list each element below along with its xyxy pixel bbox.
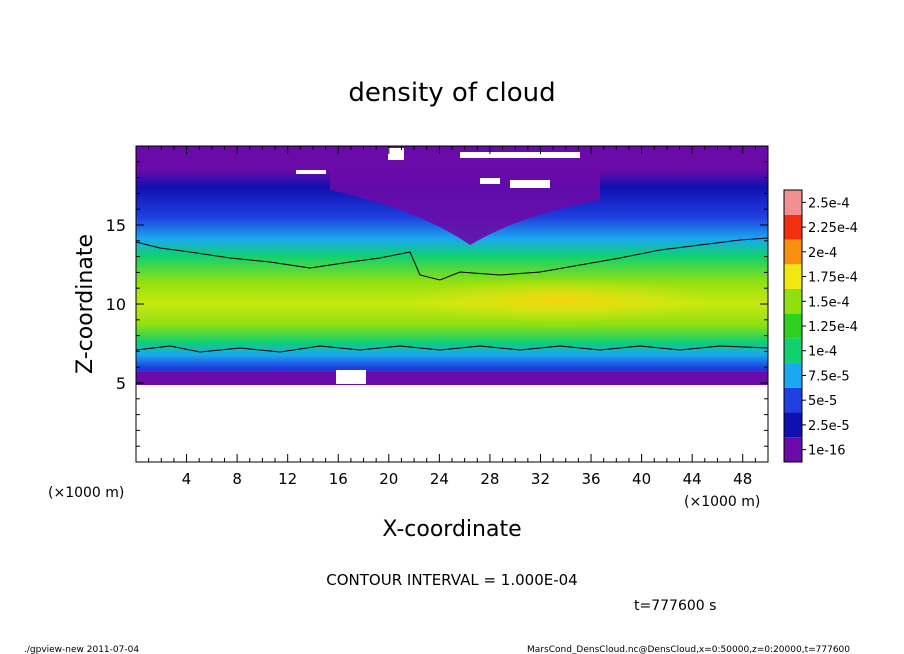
colorbar-swatch [784,437,802,462]
x-tick-label: 48 [733,470,752,488]
central-dip-region [330,146,600,245]
x-unit-left: (×1000 m) [48,485,124,501]
colorbar-label: 1.5e-4 [808,295,850,310]
footer-left: ./gpview-new 2011-07-04 [24,645,139,654]
y-tick-label: 5 [116,374,126,393]
x-tick-label: 28 [480,470,499,488]
colorbar-swatch [784,387,802,413]
colorbar-label: 1e-4 [808,345,837,360]
x-tick-label: 8 [232,470,242,488]
colorbar-swatch [784,190,802,215]
contour-interval-text: CONTOUR INTERVAL = 1.000E-04 [326,571,577,589]
y-tick-label: 15 [106,216,126,235]
contour-upper [136,237,768,281]
y-tick-label: 10 [106,295,126,314]
colorbar-label: 2.5e-5 [808,419,850,434]
snow-gaps [296,148,580,384]
y-axis: 5 10 15 [106,161,768,447]
x-tick-label: 44 [683,470,702,488]
colorbar: 1e-16 2.5e-5 5e-5 7.5e-5 1e-4 1.25e-4 1.5e-4 1.… [783,189,858,463]
colorbar-label: 5e-5 [808,394,837,409]
x-tick-label: 32 [531,470,550,488]
colorbar-label: 2e-4 [808,246,837,261]
y-axis-label: Z-coordinate [73,234,98,374]
x-axis-label: X-coordinate [382,517,521,542]
colorbar-label: 2.5e-4 [808,196,850,211]
colorbar-swatch [784,264,802,289]
plot-area [136,146,768,462]
x-tick-label: 20 [379,470,398,488]
colorbar-label: 2.25e-4 [808,221,858,236]
x-unit-right: (×1000 m) [684,494,760,510]
footer-right: MarsCond_DensCloud.nc@DensCloud,x=0:5000… [527,645,850,654]
x-tick-label: 24 [430,470,449,488]
x-tick-label: 12 [278,470,297,488]
colorbar-swatch [784,412,802,438]
x-axis: 4 8 12 16 20 24 28 32 36 40 44 48 [148,146,756,488]
x-tick-label: 40 [632,470,651,488]
colorbar-swatch [784,239,802,265]
colorbar-swatch [784,363,802,388]
cloud-base-purple [136,372,768,384]
colorbar-swatch [784,288,802,314]
x-tick-label: 4 [182,470,192,488]
colorbar-swatch [784,313,802,339]
colorbar-label: 1.75e-4 [808,271,858,286]
contour-lower [136,345,768,353]
colorbar-label: 1e-16 [808,444,846,459]
colorbar-label: 7.5e-5 [808,369,850,384]
chart-title: density of cloud [348,78,555,108]
time-text: t=777600 s [634,598,716,614]
colorbar-swatch [784,338,802,364]
colorbar-swatch [784,214,802,240]
density-maximum-region [410,278,710,322]
colorbar-label: 1.25e-4 [808,320,858,335]
x-tick-label: 16 [329,470,348,488]
x-tick-label: 36 [581,470,600,488]
